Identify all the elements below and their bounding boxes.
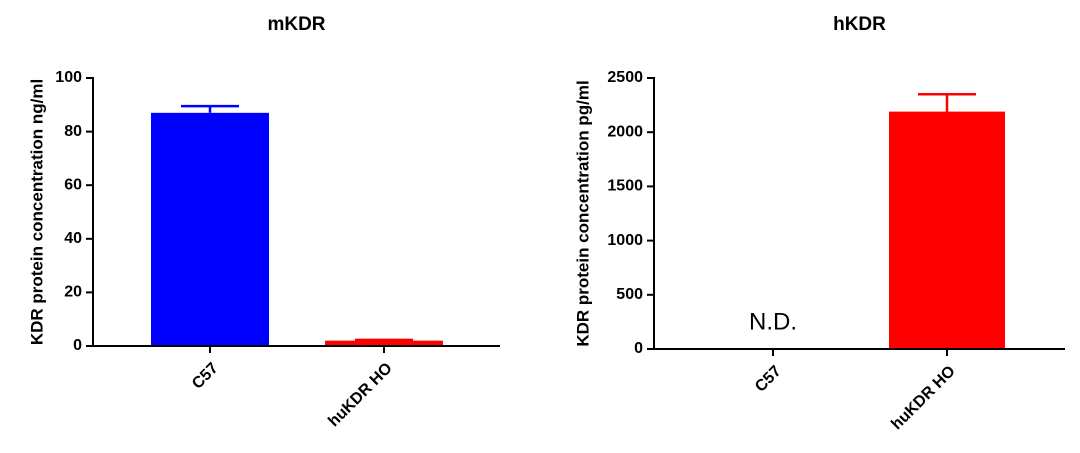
y-tick-label: 500	[616, 286, 643, 303]
y-tick-label: 20	[64, 284, 82, 301]
y-tick-label: 0	[73, 337, 82, 354]
annotation: N.D.	[749, 308, 797, 335]
chart-title: hKDR	[833, 14, 886, 35]
y-tick-label: 1500	[607, 178, 643, 195]
y-tick-label: 2500	[607, 69, 643, 86]
x-tick-label: huKDR HO	[888, 363, 958, 433]
bar	[151, 112, 269, 346]
x-tick-label: C57	[189, 360, 222, 393]
y-tick-label: 2000	[607, 123, 643, 140]
x-tick-label: huKDR HO	[325, 360, 395, 430]
y-axis-label: KDR protein concentration pg/ml	[573, 80, 592, 346]
x-tick-label: C57	[752, 363, 785, 396]
y-tick-label: 100	[55, 69, 82, 86]
bar	[889, 111, 1005, 349]
y-tick-label: 0	[634, 340, 643, 357]
y-tick-label: 40	[64, 230, 82, 247]
chart-title: mKDR	[267, 14, 325, 35]
y-tick-label: 60	[64, 176, 82, 193]
y-tick-label: 1000	[607, 232, 643, 249]
bar	[325, 340, 443, 346]
y-tick-label: 80	[64, 123, 82, 140]
y-axis-label: KDR protein concentration ng/ml	[27, 79, 46, 345]
